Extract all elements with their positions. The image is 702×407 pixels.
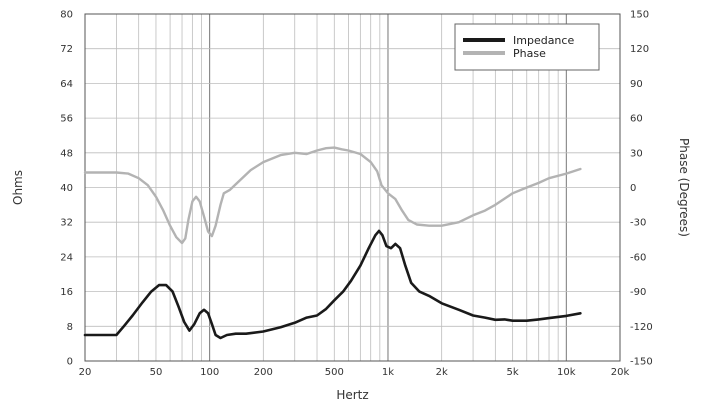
x-tick-label: 1k [382,367,394,378]
y-right-tick-label: -30 [630,218,646,229]
y-axis-left-label: Ohms [11,170,25,205]
x-tick-label: 5k [507,367,519,378]
y-left-tick-label: 16 [60,287,73,298]
x-tick-label: 20k [611,367,630,378]
y-left-tick-label: 8 [67,322,73,333]
series-layer [83,146,582,340]
y-left-tick-label: 56 [60,114,73,125]
y-right-tick-label: -120 [630,322,653,333]
tick-labels: 20 50 100 200 500 1k 2k 5k 10k 20k 0 8 16 24 32 40 48 56 6… [60,10,652,379]
x-tick-label: 500 [325,367,344,378]
y-right-tick-label: -150 [630,357,653,368]
legend-label-impedance: Impedance [513,34,574,47]
x-axis-label: Hertz [336,388,368,402]
y-left-tick-label: 80 [60,10,73,21]
y-right-tick-label: 0 [630,183,636,194]
x-tick-label: 2k [436,367,448,378]
y-left-tick-label: 48 [60,148,73,159]
y-left-tick-label: 40 [60,183,73,194]
y-right-tick-label: 90 [630,79,643,90]
x-tick-label: 50 [150,367,163,378]
x-tick-label: 100 [200,367,219,378]
y-right-tick-label: -90 [630,287,646,298]
y-left-tick-label: 72 [60,44,73,55]
x-tick-label: 20 [79,367,92,378]
x-tick-label: 200 [254,367,273,378]
legend-label-phase: Phase [513,47,546,60]
y-right-tick-label: -60 [630,252,646,263]
y-left-tick-label: 32 [60,218,73,229]
series-line-phase [83,146,582,245]
legend-box [454,23,600,71]
y-left-tick-label: 24 [60,252,73,263]
y-right-tick-label: 120 [630,44,649,55]
legend: Impedance Phase [454,23,600,71]
y-left-tick-label: 0 [67,357,73,368]
y-left-tick-label: 64 [60,79,73,90]
y-right-tick-label: 60 [630,114,643,125]
series-line-impedance [83,229,582,340]
y-right-tick-label: 150 [630,10,649,21]
y-right-tick-label: 30 [630,148,643,159]
y-axis-right-label: Phase (Degrees) [677,138,691,237]
plot-frame [84,13,621,362]
x-tick-label: 10k [557,367,576,378]
